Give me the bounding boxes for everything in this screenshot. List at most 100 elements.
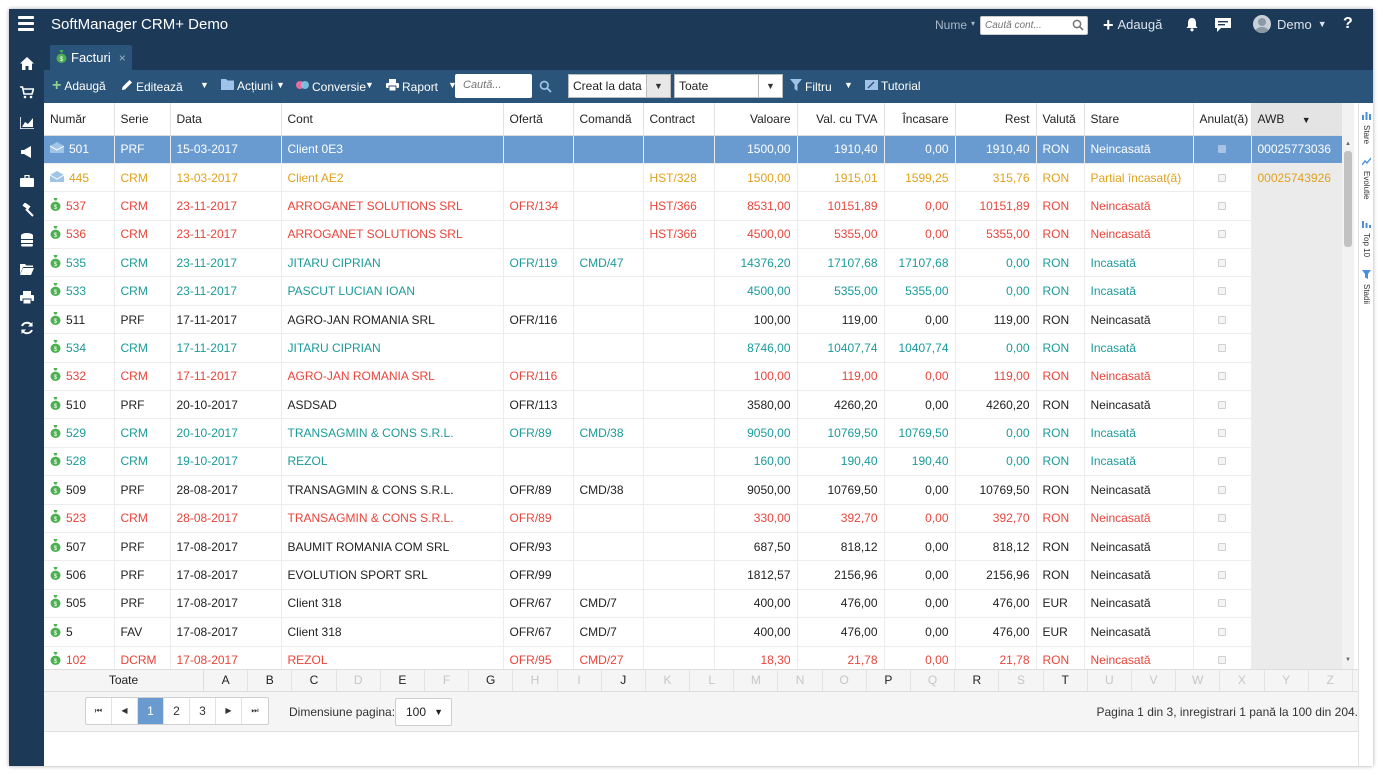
alpha-filter-letter[interactable]: J	[602, 670, 646, 691]
table-row[interactable]: $510 PRF 20-10-2017 ASDSAD OFR/113 3580,00 426…	[44, 390, 1342, 420]
table-row[interactable]: $536 CRM 23-11-2017 ARROGANET SOLUTIONS SRL…	[44, 220, 1342, 250]
table-row[interactable]: $537 CRM 23-11-2017 ARROGANET SOLUTIONS SRL…	[44, 191, 1342, 221]
widget-stadii[interactable]: Stadii	[1360, 268, 1373, 304]
cancelled-checkbox[interactable]	[1218, 230, 1226, 239]
table-row[interactable]: $509 PRF 28-08-2017 TRANSAGMIN & CONS S.R.L…	[44, 475, 1342, 505]
megaphone-icon[interactable]	[18, 143, 35, 160]
scroll-up-icon[interactable]: ▲	[1345, 141, 1351, 147]
cancelled-checkbox[interactable]	[1218, 372, 1226, 381]
alpha-filter-letter[interactable]: G	[469, 670, 514, 691]
scrollbar-thumb[interactable]	[1344, 151, 1352, 247]
actions-button[interactable]: Acțiuni	[221, 79, 273, 93]
search-icon[interactable]	[539, 80, 552, 96]
column-header-currency[interactable]: Valută	[1036, 103, 1085, 136]
widget-stare[interactable]: Stare	[1360, 109, 1373, 144]
filter-button[interactable]: Filtru	[790, 79, 832, 94]
cancelled-checkbox[interactable]	[1218, 400, 1226, 409]
column-header-status[interactable]: Stare	[1084, 103, 1194, 136]
edit-button[interactable]: Editează	[121, 79, 183, 94]
caret-down-icon[interactable]: ▼	[365, 80, 374, 90]
cancelled-checkbox[interactable]	[1218, 315, 1226, 324]
table-row[interactable]: 445 CRM 13-03-2017 Client AE2 HST/328 1500,00…	[44, 163, 1342, 193]
cancelled-checkbox[interactable]	[1218, 145, 1226, 154]
cancelled-checkbox[interactable]	[1218, 457, 1226, 466]
report-button[interactable]: Raport	[386, 79, 438, 94]
search-icon[interactable]	[1072, 19, 1084, 34]
alpha-filter-letter[interactable]: R	[955, 670, 1000, 691]
vertical-scrollbar[interactable]: ▲ ▼	[1342, 103, 1354, 669]
search-input[interactable]	[455, 74, 528, 96]
menu-icon[interactable]	[18, 16, 34, 32]
table-row[interactable]: $532 CRM 17-11-2017 AGRO-JAN ROMANIA SRL OFR…	[44, 362, 1342, 392]
bell-icon[interactable]	[1185, 17, 1199, 35]
print-icon[interactable]	[18, 289, 35, 306]
chat-icon[interactable]	[1214, 17, 1232, 36]
column-header-remaining[interactable]: Rest	[955, 103, 1037, 136]
table-row[interactable]: $102 DCRM 17-08-2017 REZOL OFR/95 CMD/27 18,30…	[44, 646, 1342, 669]
next-page-icon[interactable]: ▶	[216, 698, 242, 724]
page-button-1[interactable]: 1	[138, 698, 164, 724]
conversions-button[interactable]: Conversie	[296, 79, 366, 94]
column-header-date[interactable]: Data	[170, 103, 282, 136]
database-icon[interactable]	[18, 231, 35, 248]
table-row[interactable]: $5 FAV 17-08-2017 Client 318 OFR/67 CMD/7 400,…	[44, 617, 1342, 647]
briefcase-icon[interactable]	[18, 172, 35, 189]
alpha-filter-letter[interactable]: C	[292, 670, 337, 691]
table-row[interactable]: $505 PRF 17-08-2017 Client 318 OFR/67 CMD/7 40…	[44, 589, 1342, 619]
cancelled-checkbox[interactable]	[1218, 485, 1226, 494]
quick-add-button[interactable]: + Adaugă	[1103, 16, 1162, 34]
table-row[interactable]: $528 CRM 19-10-2017 REZOL 160,00 190,40 190,40…	[44, 447, 1342, 477]
first-page-icon[interactable]: ⏮	[86, 698, 112, 724]
alpha-filter-all[interactable]: Toate	[44, 670, 204, 691]
tutorial-button[interactable]: Tutorial	[865, 79, 921, 93]
close-icon[interactable]: ×	[118, 50, 126, 65]
column-header-value-vat[interactable]: Val. cu TVA	[797, 103, 885, 136]
widget-top10[interactable]: Top 10	[1360, 217, 1373, 257]
cancelled-checkbox[interactable]	[1218, 599, 1226, 608]
caret-down-icon[interactable]: ▼	[276, 80, 285, 90]
alpha-filter-letter[interactable]: E	[381, 670, 425, 691]
date-filter-select[interactable]: Creat la data ▼	[568, 74, 671, 98]
column-header-awb[interactable]: AWB ▼	[1251, 103, 1342, 136]
prev-page-icon[interactable]: ◀	[112, 698, 138, 724]
table-row[interactable]: $534 CRM 17-11-2017 JITARU CIPRIAN 8746,00 10…	[44, 333, 1342, 363]
refresh-icon[interactable]	[18, 319, 35, 336]
user-menu[interactable]: Demo ▼	[1253, 15, 1327, 33]
table-row[interactable]: 501 PRF 15-03-2017 Client 0E3 1500,00 1910,40…	[44, 135, 1342, 164]
folder-icon[interactable]	[18, 260, 35, 277]
cancelled-checkbox[interactable]	[1218, 656, 1226, 665]
cancelled-checkbox[interactable]	[1218, 627, 1226, 636]
alpha-filter-letter[interactable]: B	[248, 670, 293, 691]
alpha-filter-letter[interactable]: P	[867, 670, 911, 691]
status-filter-select[interactable]: Toate ▼	[674, 74, 783, 98]
account-search-input[interactable]	[981, 17, 1069, 34]
cancelled-checkbox[interactable]	[1218, 173, 1226, 182]
table-row[interactable]: $506 PRF 17-08-2017 EVOLUTION SPORT SRL OFR/…	[44, 560, 1342, 590]
sort-desc-icon[interactable]: ▼	[1301, 114, 1311, 125]
column-header-collected[interactable]: Încasare	[884, 103, 956, 136]
home-icon[interactable]	[18, 55, 35, 72]
cart-icon[interactable]	[18, 84, 35, 101]
widget-evolutie[interactable]: Evolutie	[1360, 155, 1373, 199]
page-size-select[interactable]: 100 ▼	[395, 698, 452, 726]
table-row[interactable]: $523 CRM 28-08-2017 TRANSAGMIN & CONS S.R.L…	[44, 504, 1342, 533]
last-page-icon[interactable]: ⏭	[251, 706, 259, 715]
caret-down-icon[interactable]: ▼	[200, 80, 209, 90]
cancelled-checkbox[interactable]	[1218, 201, 1226, 210]
column-header-cancelled[interactable]: Anulat(ă)	[1193, 103, 1252, 136]
cancelled-checkbox[interactable]	[1218, 258, 1226, 267]
caret-down-icon[interactable]: ▼	[448, 80, 457, 90]
cancelled-checkbox[interactable]	[1218, 429, 1226, 438]
column-header-series[interactable]: Serie	[114, 103, 171, 136]
tab-facturi[interactable]: $ Facturi ×	[50, 45, 132, 70]
search-scope-label[interactable]: Nume	[935, 18, 968, 32]
cancelled-checkbox[interactable]	[1218, 571, 1226, 580]
alpha-filter-letter[interactable]: T	[1044, 670, 1088, 691]
cancelled-checkbox[interactable]	[1218, 343, 1226, 352]
page-button-3[interactable]: 3	[190, 698, 216, 724]
column-header-number[interactable]: Număr	[44, 103, 115, 136]
cancelled-checkbox[interactable]	[1218, 542, 1226, 551]
column-header-account[interactable]: Cont	[281, 103, 504, 136]
column-header-contract[interactable]: Contract	[643, 103, 715, 136]
cancelled-checkbox[interactable]	[1218, 287, 1226, 296]
